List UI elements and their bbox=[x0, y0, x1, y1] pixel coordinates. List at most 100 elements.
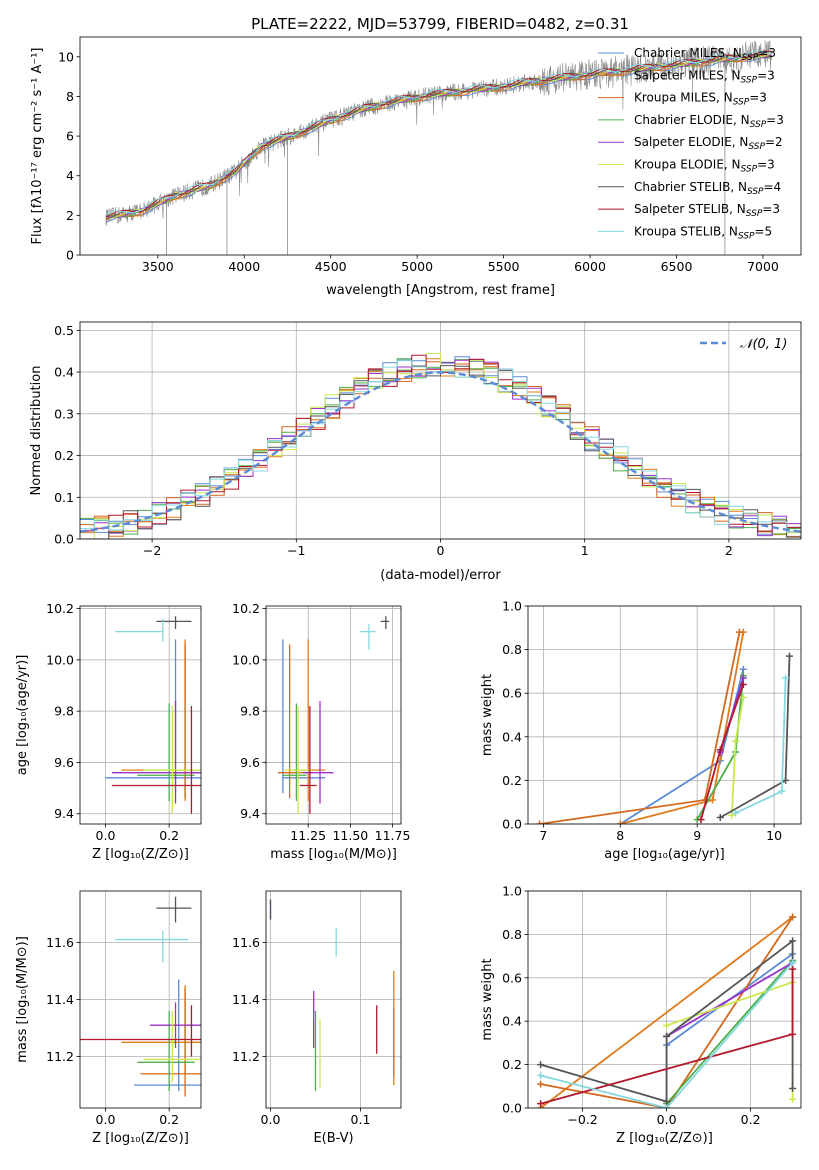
y-tick-label: 8 bbox=[66, 89, 74, 104]
weight_vs_Z-plot-area bbox=[537, 913, 797, 1108]
y-tick-label: 9.4 bbox=[240, 806, 260, 821]
weight-point bbox=[778, 787, 786, 795]
errorbar-kroupa-stelib bbox=[115, 930, 189, 963]
y-tick-label: 2 bbox=[66, 208, 74, 223]
y-tick-label: 0 bbox=[66, 248, 74, 263]
weight-point bbox=[789, 1030, 797, 1038]
legend-label: Chabrier STELIB, NSSP=4 bbox=[634, 180, 781, 197]
y-tick-label: 0.2 bbox=[502, 773, 522, 788]
model-fit-kroupa-miles bbox=[105, 54, 772, 218]
y-axis-label: Flux [fλ10⁻¹⁷ erg cm⁻² s⁻¹ A⁻¹] bbox=[30, 48, 45, 245]
x-axis-label: Z [log₁₀(Z/Z⊙)] bbox=[92, 1131, 189, 1146]
errorbar-kroupa-miles bbox=[277, 644, 307, 799]
weight-line-salpeter-elodie bbox=[666, 961, 794, 1038]
y-tick-label: 11.6 bbox=[46, 935, 74, 950]
y-tick-label: 0.5 bbox=[54, 323, 74, 338]
spectrum-frame bbox=[79, 36, 802, 256]
x-tick-label: 5000 bbox=[401, 259, 433, 274]
legend-label: Kroupa ELODIE, NSSP=3 bbox=[634, 158, 775, 175]
weight-point bbox=[785, 652, 793, 660]
weight-point bbox=[663, 1104, 671, 1108]
x-tick-label: 0 bbox=[437, 543, 445, 558]
weight-point bbox=[739, 694, 747, 702]
weight-point bbox=[789, 959, 797, 967]
weight-point bbox=[697, 816, 705, 824]
y-tick-label: 10.2 bbox=[232, 601, 260, 616]
age_vs_Z-plot-area bbox=[105, 616, 201, 814]
legend-label: Salpeter STELIB, NSSP=3 bbox=[634, 202, 780, 219]
errorbar-kroupa-elodie bbox=[143, 706, 201, 814]
x-tick-label: 0.0 bbox=[96, 828, 116, 843]
x-axis-label: Z [log₁₀(Z/Z⊙)] bbox=[616, 1131, 713, 1146]
weight-point bbox=[536, 820, 544, 824]
model-fit-chabrier-stelib bbox=[105, 50, 772, 219]
errorbar-kroupa-stelib bbox=[115, 618, 164, 642]
errorbar-kroupa-elodie bbox=[143, 1010, 201, 1083]
y-tick-label: 0.4 bbox=[54, 365, 74, 380]
x-tick-label: 0.2 bbox=[741, 1112, 761, 1127]
y-tick-label: 9.6 bbox=[54, 755, 74, 770]
y-tick-label: 0.0 bbox=[502, 817, 522, 832]
weight-point bbox=[537, 1100, 545, 1108]
errorbar-chabrier-miles bbox=[134, 979, 201, 1091]
weight-line-chabrier-miles bbox=[619, 668, 745, 824]
x-tick-label: 4500 bbox=[315, 259, 347, 274]
legend-label: Kroupa MILES, NSSP=3 bbox=[634, 91, 767, 108]
weight-point bbox=[782, 776, 790, 784]
mass_vs_ebv-panel: 0.0 0.1 11.2 11.4 11.6 E(B-V) bbox=[232, 890, 402, 1146]
mass_vs_Z-panel: 0.0 0.2 11.2 11.4 11.6 Z [log₁₀(Z/Z⊙)] mass [l… bbox=[15, 890, 202, 1146]
gaussian-reference-curve bbox=[80, 371, 801, 533]
x-axis-label: mass [log₁₀(M/M⊙)] bbox=[270, 847, 397, 862]
x-tick-label: −1 bbox=[287, 543, 305, 558]
x-tick-label: 5500 bbox=[488, 259, 520, 274]
age_vs_Z-frame bbox=[79, 605, 202, 825]
errorbar-chabrier-elodie bbox=[282, 703, 307, 801]
y-tick-label: 9.8 bbox=[54, 704, 74, 719]
x-tick-label: 0.2 bbox=[159, 828, 179, 843]
weight-point bbox=[716, 746, 724, 754]
weight-line-kroupa-stelib bbox=[540, 962, 794, 1108]
y-tick-label: 11.6 bbox=[232, 935, 260, 950]
x-tick-label: 9 bbox=[693, 828, 701, 843]
weight_vs_Z-frame bbox=[527, 890, 802, 1109]
errorbar-salpeter-miles bbox=[121, 639, 201, 801]
residuals-plot-area bbox=[80, 352, 801, 539]
x-tick-label: 0.0 bbox=[657, 1112, 677, 1127]
age_vs_Z-panel: 0.0 0.2 9.4 9.6 9.8 10.0 10.2 Z [log₁₀(Z/Z⊙)] ag… bbox=[15, 601, 202, 862]
errorbar-kroupa-miles bbox=[140, 988, 201, 1097]
weight-line-kroupa-miles bbox=[539, 632, 741, 824]
age_vs_mass-plot-area bbox=[277, 616, 390, 814]
y-axis-label: mass weight bbox=[480, 958, 495, 1040]
x-tick-label: 6500 bbox=[661, 259, 693, 274]
x-tick-label: 0.0 bbox=[261, 1112, 281, 1127]
weight-point bbox=[616, 820, 624, 824]
weight-point bbox=[728, 811, 736, 819]
residual-histogram-kroupa-elodie bbox=[80, 352, 801, 539]
y-tick-label: 0.8 bbox=[502, 927, 522, 942]
y-tick-label: 0.8 bbox=[502, 642, 522, 657]
x-tick-label: 7000 bbox=[747, 259, 779, 274]
legend-label: Chabrier MILES, NSSP=3 bbox=[634, 46, 776, 63]
y-tick-label: 0.4 bbox=[502, 1014, 522, 1029]
weight-point bbox=[663, 1022, 671, 1030]
legend-label: Chabrier ELODIE, NSSP=3 bbox=[634, 113, 784, 130]
x-tick-label: 6000 bbox=[574, 259, 606, 274]
spectrum-legend: Chabrier MILES, NSSP=3 Salpeter MILES, NS… bbox=[598, 46, 784, 241]
weight-point bbox=[789, 965, 797, 973]
weight-point bbox=[663, 1097, 671, 1105]
weight-point bbox=[739, 680, 747, 688]
y-axis-label: age [log₁₀(age/yr)] bbox=[15, 655, 30, 776]
errorbar-chabrier-elodie bbox=[137, 1010, 195, 1091]
weight-point bbox=[716, 813, 724, 821]
errorbar-salpeter-stelib bbox=[80, 1005, 201, 1057]
y-tick-label: 0.6 bbox=[502, 970, 522, 985]
legend-label: Kroupa STELIB, NSSP=5 bbox=[634, 224, 772, 241]
weight-point bbox=[789, 913, 797, 921]
errorbar-salpeter-stelib bbox=[111, 706, 201, 814]
weight-point bbox=[789, 1095, 797, 1103]
age_vs_mass-panel: 11.25 11.50 11.75 9.4 9.6 9.8 10.0 10.2 mass [lo… bbox=[232, 601, 410, 862]
observed-spectrum bbox=[105, 40, 772, 226]
x-tick-label: 0.0 bbox=[96, 1112, 116, 1127]
errorbar-salpeter-elodie bbox=[111, 700, 201, 804]
